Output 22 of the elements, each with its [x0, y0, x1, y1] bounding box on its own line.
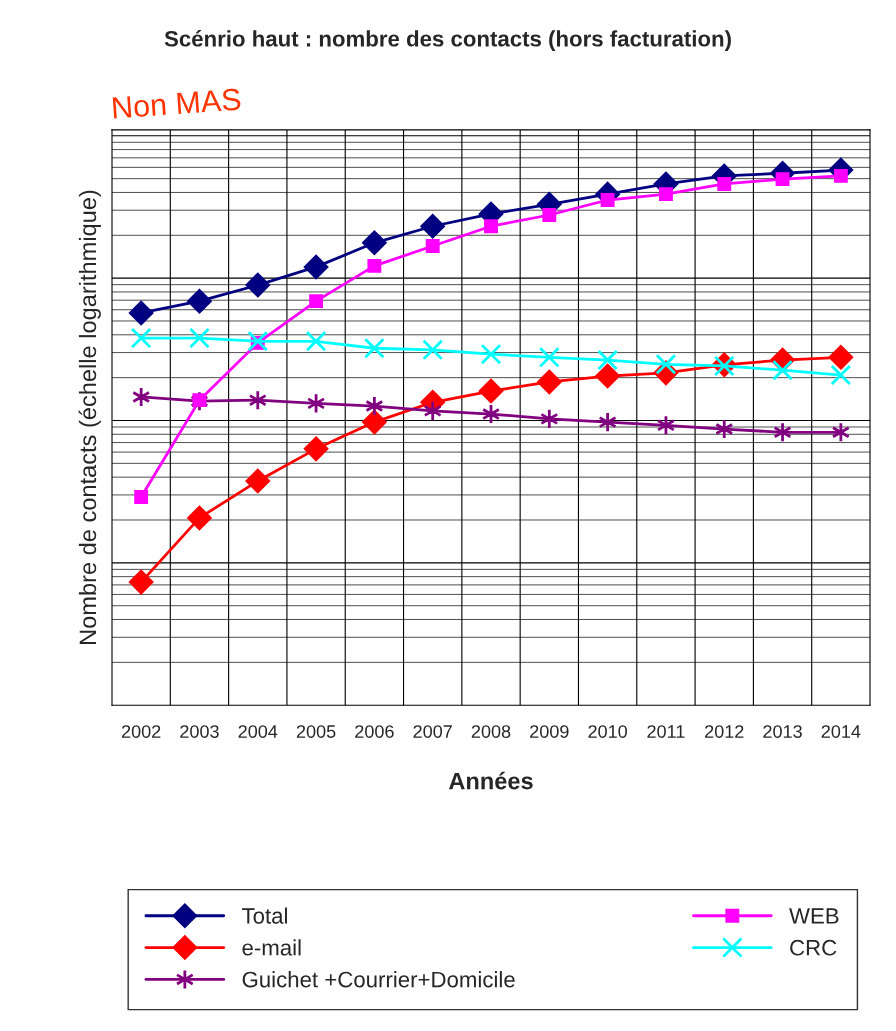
- x-tick-label: 2007: [413, 725, 452, 738]
- x-tick-label: 2009: [530, 725, 569, 738]
- chart-subtitle: Non MAS: [112, 88, 241, 119]
- x-tick-label: 2013: [763, 725, 802, 738]
- x-tick-label: 2006: [355, 725, 394, 738]
- x-tick-label: 2004: [238, 725, 278, 738]
- legend-label: WEB: [789, 908, 839, 924]
- legend-label: e-mail: [242, 939, 301, 956]
- legend-label: Total: [242, 907, 287, 924]
- legend-label: CRC: [790, 939, 837, 956]
- x-axis-title: Années: [448, 771, 533, 790]
- chart-title: Scénrio haut : nombre des contacts (hors facturation): [164, 30, 731, 52]
- x-tick-label: 2012: [705, 725, 744, 738]
- x-tick-label: 2008: [471, 725, 511, 738]
- legend-label: Guichet +Courrier+Domicile: [242, 971, 515, 988]
- x-tick-label: 2005: [296, 725, 336, 738]
- x-tick-label: 2003: [180, 725, 219, 738]
- x-tick-label: 2002: [121, 725, 161, 738]
- x-tick-label: 2014: [821, 725, 861, 738]
- x-tick-label: 2010: [588, 725, 627, 738]
- x-tick-label: 2011: [647, 725, 685, 738]
- y-axis-title: Nombre de contacts (échelle logarithmique): [78, 190, 101, 644]
